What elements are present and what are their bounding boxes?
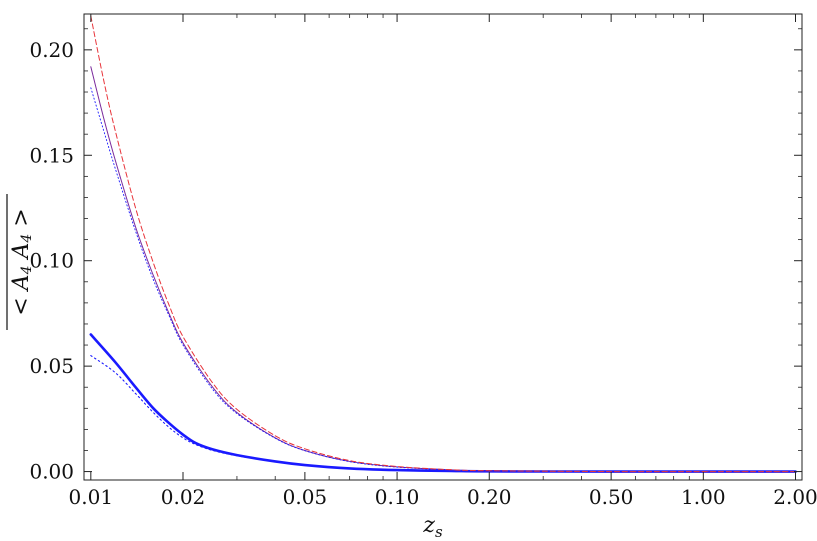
series-line-4-dotted-thin [90,87,796,473]
y-axis-title: < A4 A4 > [6,194,35,330]
ticks-layer: 0.01 0.02 0.05 0.10 0.20 0.50 1.00 2.00 0.00 0.05… [29,14,817,509]
y-tick-label: 0.05 [29,354,74,378]
series-line-3-solid-thin [90,66,797,473]
svg-text:< A4 A4 >: < A4 A4 > [9,208,35,316]
series-layer [89,15,797,473]
x-axis-title: zs [422,513,443,541]
x-tick-label: 1.00 [681,485,726,509]
x-tick-label: 0.01 [69,485,114,509]
y-tick-label: 0.10 [29,249,74,273]
y-tick-label: 0.00 [29,460,74,484]
x-tick-label: 0.02 [161,485,206,509]
x-axis-title-main: z [422,513,435,538]
x-tick-label: 0.50 [589,485,634,509]
y-tick-label: 0.15 [29,143,74,167]
x-tick-label: 0.20 [467,485,512,509]
x-tick-label: 2.00 [773,485,817,509]
series-line-5-dashed [90,15,797,473]
x-axis-title-sub: s [435,523,443,541]
plot-frame [83,13,803,481]
x-tick-label: 0.05 [283,485,328,509]
series-line-2-dotted [90,355,797,473]
series-line-1-solid-thick [89,333,797,473]
y-tick-label: 0.20 [29,38,74,62]
svg-text:zs: zs [422,513,443,541]
x-tick-label: 0.10 [375,485,420,509]
